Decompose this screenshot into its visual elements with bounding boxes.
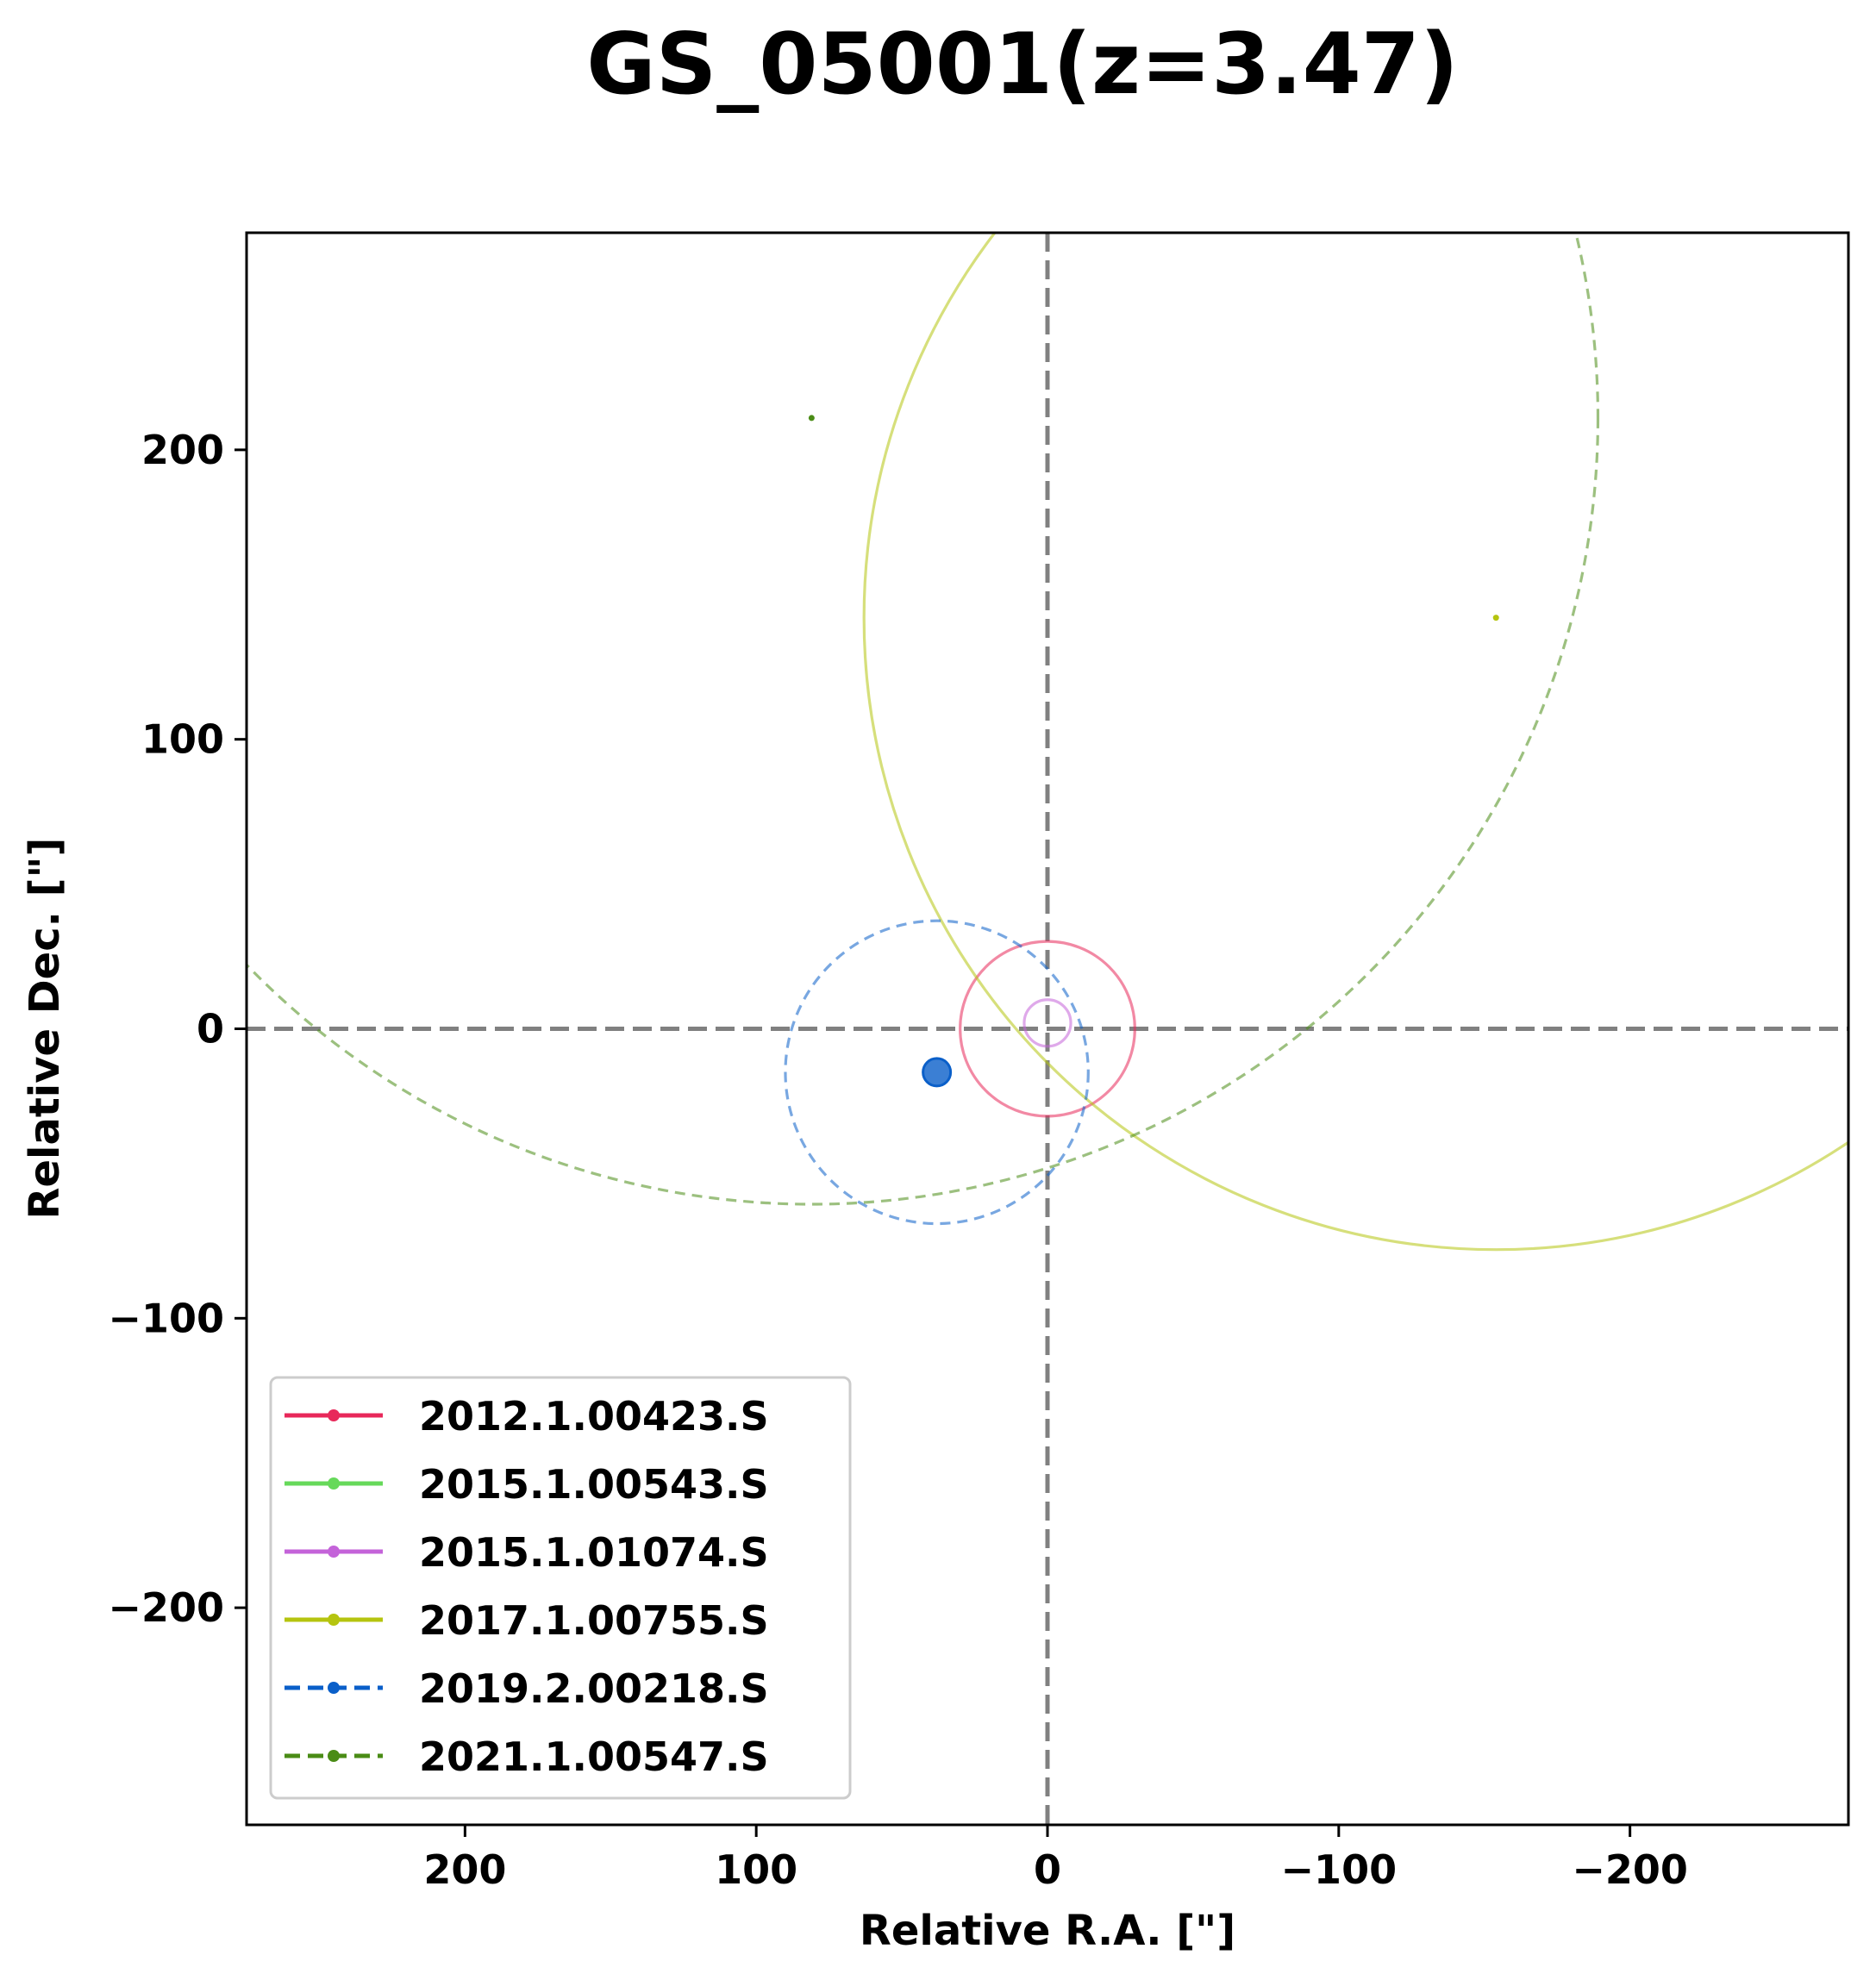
legend-box: [269, 1376, 852, 1800]
source-marker-2017.1.00755.S: [1492, 615, 1499, 621]
source-marker-2019.2.00218.S: [922, 1057, 953, 1088]
x-tick-label: 0: [1034, 1846, 1061, 1893]
legend-label: 2015.1.00543.S: [419, 1461, 769, 1508]
x-axis-label: Relative R.A. ["]: [860, 1907, 1235, 1955]
chart-title: GS_05001(z=3.47): [586, 16, 1459, 114]
x-tick-label: 100: [715, 1846, 797, 1893]
y-tick-label: −200: [108, 1584, 224, 1631]
legend-label: 2017.1.00755.S: [419, 1597, 769, 1644]
source-marker-2021.1.00547.S: [808, 415, 815, 422]
y-tick-label: −100: [108, 1295, 224, 1341]
y-tick-label: 100: [141, 716, 224, 763]
legend: 2012.1.00423.S 2015.1.00543.S 2015.1.01074…: [269, 1376, 852, 1800]
x-tick-label: −200: [1572, 1846, 1688, 1893]
legend-label: 2021.1.00547.S: [419, 1733, 769, 1780]
x-axis-ticks: 200 100 0 −100 −200: [423, 1825, 1688, 1893]
legend-swatch-dot: [328, 1614, 340, 1626]
beam-circle-2015.1.01074.S: [1022, 998, 1072, 1048]
beam-circle-2012.1.00423.S: [959, 940, 1136, 1118]
x-tick-label: 200: [423, 1846, 506, 1893]
y-tick-label: 0: [197, 1006, 224, 1052]
y-tick-label: 200: [141, 427, 224, 473]
beam-circle-2017.1.00755.S: [862, 233, 1848, 1252]
legend-swatch-dot: [328, 1750, 340, 1762]
plot-area: [247, 233, 1848, 1825]
beam-circle-2021.1.00547.S: [247, 233, 1599, 1206]
legend-swatch-dot: [328, 1409, 340, 1421]
y-axis-ticks: 200 100 0 −100 −200: [108, 427, 247, 1631]
legend-swatch-dot: [328, 1682, 340, 1694]
beam-circle-2019.2.00218.S: [784, 919, 1090, 1226]
beam-circles: [247, 233, 1848, 1252]
reference-lines: [247, 233, 1848, 1825]
legend-swatch-dot: [328, 1546, 340, 1558]
x-tick-label: −100: [1281, 1846, 1398, 1893]
legend-swatch-dot: [328, 1477, 340, 1490]
source-markers: [808, 415, 1499, 1088]
legend-label: 2019.2.00218.S: [419, 1665, 769, 1712]
y-axis-label: Relative Dec. ["]: [21, 838, 69, 1220]
legend-label: 2015.1.01074.S: [419, 1529, 769, 1576]
legend-label: 2012.1.00423.S: [419, 1393, 769, 1440]
